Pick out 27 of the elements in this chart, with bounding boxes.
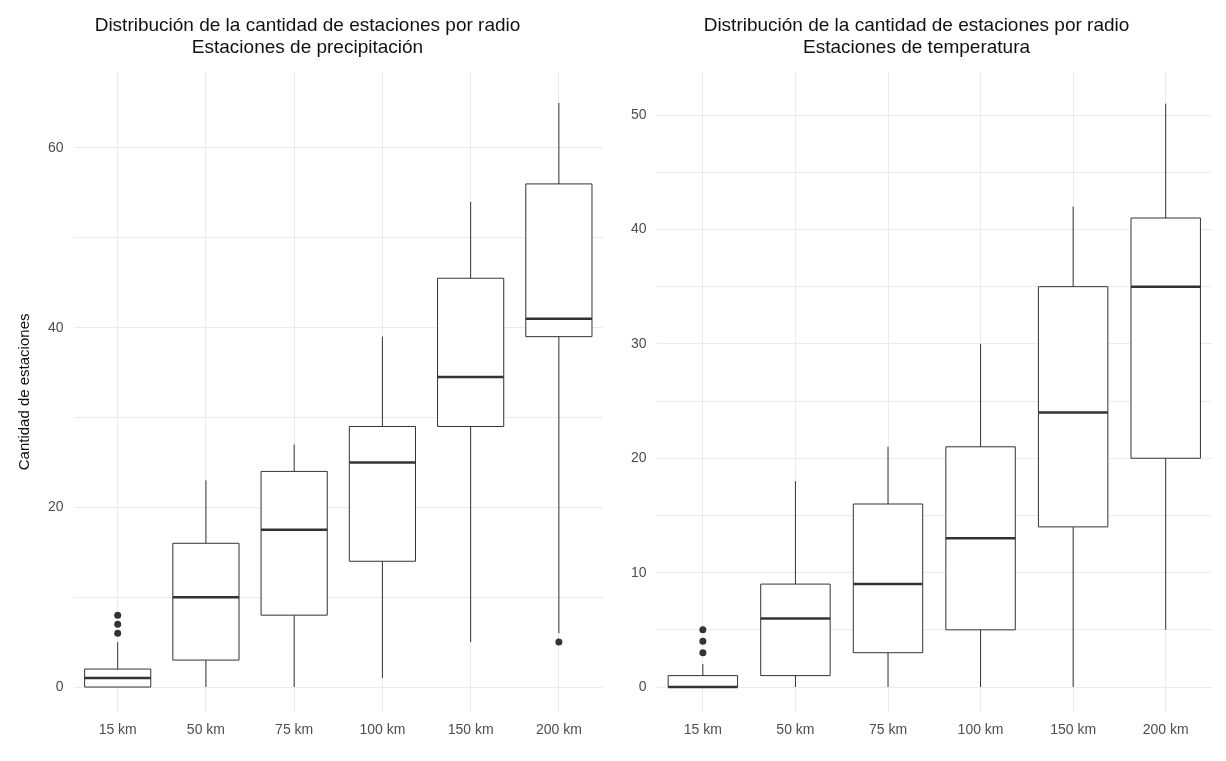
chart-subtitle: Estaciones de temperatura <box>802 36 1031 58</box>
y-tick-label: 0 <box>638 677 647 694</box>
y-tick-label: 30 <box>630 334 647 351</box>
y-tick-label: 20 <box>630 449 647 466</box>
y-tick-label: 60 <box>47 138 64 155</box>
chart-title: Distribución de la cantidad de estaciones por radio <box>94 13 521 35</box>
y-tick-label: 0 <box>55 677 64 694</box>
x-tick-label: 75 km <box>275 721 314 738</box>
y-tick-label: 40 <box>630 220 647 237</box>
x-tick-label: 150 km <box>447 721 494 738</box>
x-tick-label: 150 km <box>1050 721 1097 738</box>
y-tick-label: 10 <box>630 563 647 580</box>
x-tick-label: 15 km <box>683 721 722 738</box>
x-tick-label: 50 km <box>776 721 815 738</box>
y-tick-label: 20 <box>47 498 64 515</box>
y-axis-title: Cantidad de estaciones <box>15 313 33 471</box>
chart-subtitle: Estaciones de precipitación <box>191 36 424 58</box>
chart-title: Distribución de la cantidad de estaciones por radio <box>703 13 1130 35</box>
x-tick-label: 75 km <box>868 721 908 738</box>
x-tick-label: 15 km <box>98 721 137 738</box>
x-tick-label: 200 km <box>535 721 582 738</box>
x-tick-label: 200 km <box>1142 721 1189 738</box>
x-tick-label: 100 km <box>957 721 1004 738</box>
x-tick-label: 100 km <box>359 721 406 738</box>
x-tick-label: 50 km <box>186 721 225 738</box>
y-tick-label: 40 <box>47 318 64 335</box>
y-tick-label: 50 <box>630 105 647 122</box>
